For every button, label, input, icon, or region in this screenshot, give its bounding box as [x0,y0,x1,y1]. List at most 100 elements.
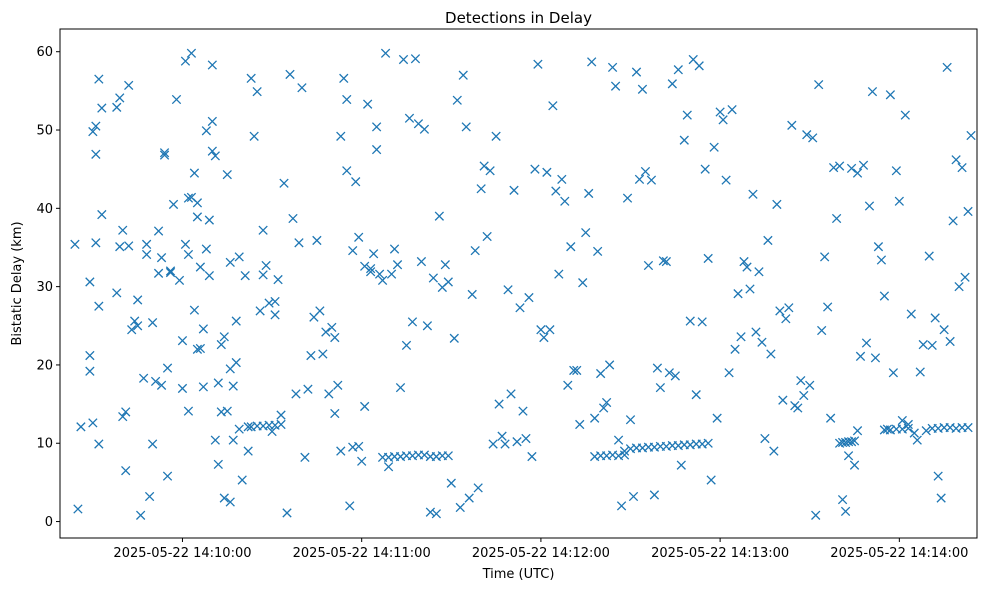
data-point [554,269,564,279]
data-point [144,491,155,502]
data-point [963,206,973,217]
data-point [846,437,857,447]
data-point [482,231,492,242]
data-point [664,368,675,378]
data-point [434,211,445,221]
data-point [822,302,833,312]
data-point [957,162,967,173]
data-point [147,439,158,449]
data-point [345,501,355,511]
data-point [470,245,480,256]
data-point [264,298,274,308]
data-point [225,257,235,268]
x-tick-label: 2025-05-22 14:14:00 [830,546,968,561]
data-point [619,446,630,456]
data-point [234,424,244,434]
data-point [545,325,555,335]
data-point [918,339,928,350]
data-point [339,73,349,83]
data-point [542,167,552,177]
data-point [557,174,567,185]
data-point [192,212,203,222]
y-axis-label: Bistatic Delay (km) [10,221,25,345]
data-point [673,65,683,75]
data-point [754,267,764,277]
data-point [303,384,313,394]
data-point [443,277,453,287]
data-point [679,135,689,145]
data-point [781,314,791,324]
data-point [368,249,379,259]
data-point [563,380,573,390]
data-point [521,433,531,444]
data-point [954,281,964,292]
data-point [431,509,442,519]
data-point [377,275,388,286]
data-point [861,338,872,348]
data-point [966,130,976,141]
data-point [386,269,397,279]
data-point [85,350,95,361]
data-point [912,435,922,445]
data-point [159,150,170,160]
data-point [569,365,579,376]
data-point [697,317,707,327]
data-point [703,438,713,448]
data-point [276,410,286,420]
data-point [398,54,409,65]
data-point [118,225,128,235]
data-point [300,452,310,463]
data-point [348,245,358,256]
data-point [509,185,519,195]
data-point [204,215,215,225]
data-point [503,285,513,295]
data-point [467,289,477,300]
data-point [270,310,280,320]
data-point [138,373,149,383]
data-point [198,382,209,392]
data-point [127,325,137,335]
data-point [873,242,884,252]
data-point [700,164,710,174]
data-point [124,241,134,251]
data-point [811,510,821,520]
data-point [745,284,755,294]
data-point [124,80,134,91]
data-point [820,252,830,262]
data-point [631,67,642,77]
data-point [189,168,200,178]
data-point [766,349,776,359]
data-point [488,439,498,449]
x-axis-ticks: 2025-05-22 14:10:00 2025-05-22 14:11:00 20… [113,538,968,561]
data-point [306,350,316,361]
data-point [948,216,958,226]
data-point [548,101,558,111]
data-point [882,424,893,434]
data-point [843,451,854,461]
data-point [97,209,107,220]
data-point [834,161,845,171]
data-point [165,266,176,276]
x-axis-label: Time (UTC) [482,567,555,582]
data-point [76,422,86,432]
data-point [715,107,725,117]
data-point [371,144,382,155]
data-point [156,252,167,263]
y-tick-label: 30 [36,280,53,295]
data-point [213,378,223,388]
data-point [234,252,244,262]
data-point [401,340,412,351]
data-point [153,226,164,236]
data-point [270,296,280,307]
data-point [389,244,400,254]
data-point [219,493,229,503]
data-point [694,61,704,71]
data-point [252,86,262,97]
data-point [763,235,773,246]
data-point [91,149,101,159]
data-point [410,54,421,64]
data-point [721,175,731,185]
data-point [840,506,851,517]
data-point [808,133,818,143]
plot-frame [59,28,978,539]
